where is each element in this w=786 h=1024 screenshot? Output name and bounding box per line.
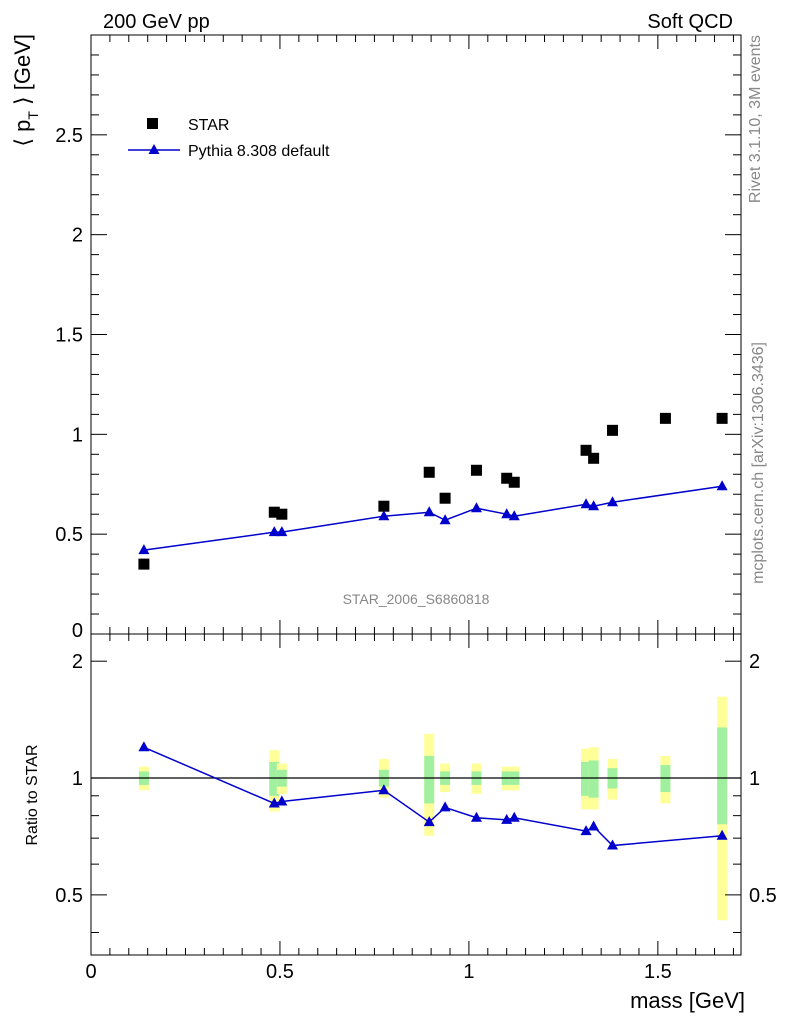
star-data-point [470,464,482,476]
legend-data-label: STAR [188,117,229,134]
x-tick-label: 1.5 [644,961,672,983]
ratio-pythia-point [423,816,435,827]
pythia-point [423,506,435,517]
legend-data-marker [147,118,158,129]
pythia-point [378,510,390,521]
star-data-point [439,492,451,504]
main-y-axis-label: ⟨ pT ⟩ [GeV] [10,34,41,147]
ratio-pythia-point [470,811,482,822]
main-y-tick-label: 1.5 [55,325,83,347]
ratio-pythia-point [716,829,728,840]
x-axis-label: mass [GeV] [630,988,745,1013]
ratio-y-tick-label-right: 2 [749,651,760,673]
star-data-point [268,506,280,518]
star-data-point [588,452,600,464]
star-data-point [716,412,728,424]
star-data-point [607,424,619,436]
legend-mc-marker [148,144,160,154]
main-y-tick-label: 2.5 [55,125,83,147]
pythia-point [268,526,280,537]
ratio-band-inner [424,755,435,804]
ratio-panel-frame [90,633,742,956]
x-tick-label: 0.5 [266,961,294,983]
main-y-tick-label-zero: 0 [72,620,83,642]
pythia-point [580,498,592,509]
ratio-y-tick-label-right: 0.5 [749,885,777,907]
mcplots-label: mcplots.cern.ch [arXiv:1306.3436] [750,342,767,584]
x-tick-label: 0 [85,961,96,983]
pythia-point [439,514,451,525]
ratio-pythia-point [580,825,592,836]
main-y-tick-label: 2 [72,225,83,247]
ratio-y-axis-label: Ratio to STAR [24,744,41,845]
star-data-point [501,472,513,484]
pythia-point [470,502,482,513]
ratio-y-tick-label-left: 0.5 [55,885,83,907]
legend: STAR Pythia 8.308 default [128,117,330,160]
pythia-point [607,496,619,507]
ratio-band-inner [717,727,728,825]
ratio-y-tick-label-left: 2 [72,651,83,673]
header-left: 200 GeV pp [103,11,210,33]
main-y-tick-label: 1 [72,424,83,446]
star-data-point [276,508,288,520]
ratio-pythia-point [588,820,600,831]
ratio-y-tick-label-right: 1 [749,768,760,790]
pythia-line [143,485,723,551]
ratio-pythia-point [508,811,520,822]
ratio-pythia-point [138,741,150,752]
analysis-watermark: STAR_2006_S6860818 [343,591,490,607]
pythia-point [276,526,288,537]
ratio-pythia-point [439,801,451,812]
legend-mc-label: Pythia 8.308 default [188,143,330,160]
pythia-point [508,510,520,521]
ratio-pythia-point [378,784,390,795]
star-data-point [378,500,390,512]
pythia-point [501,508,513,519]
x-tick-label: 1 [463,961,474,983]
header-right: Soft QCD [647,11,733,33]
pythia-point [588,500,600,511]
ratio-band-inner [581,761,592,796]
star-data-point [580,444,592,456]
star-data-point [423,466,435,478]
ratio-y-tick-label-left: 1 [72,768,83,790]
ratio-pythia-point [607,839,619,850]
rivet-label: Rivet 3.1.10, 3M events [747,35,764,203]
star-data-point [138,558,150,570]
main-y-tick-label: 0.5 [55,524,83,546]
ratio-pythia-point [276,795,288,806]
star-data-point [508,476,520,488]
ratio-band-inner [269,761,280,796]
ratio-band-inner [588,760,599,798]
star-data-point [659,412,671,424]
pythia-point [138,544,150,555]
